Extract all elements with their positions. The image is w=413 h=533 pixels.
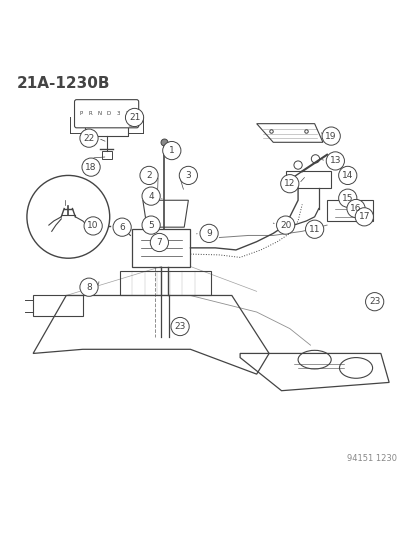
Circle shape: [27, 175, 109, 258]
Circle shape: [325, 152, 344, 170]
Circle shape: [125, 108, 143, 126]
Text: 14: 14: [341, 171, 353, 180]
Text: 16: 16: [349, 204, 361, 213]
Text: 20: 20: [279, 221, 291, 230]
Circle shape: [142, 216, 160, 234]
Text: P: P: [80, 111, 83, 116]
Circle shape: [280, 175, 298, 193]
Circle shape: [321, 127, 339, 145]
Text: 18: 18: [85, 163, 97, 172]
Text: 10: 10: [87, 221, 99, 230]
Circle shape: [199, 224, 218, 243]
Circle shape: [338, 189, 356, 207]
Circle shape: [113, 218, 131, 236]
Circle shape: [365, 293, 383, 311]
Circle shape: [162, 141, 180, 160]
Circle shape: [354, 208, 373, 226]
Circle shape: [80, 278, 98, 296]
Circle shape: [80, 129, 98, 147]
Text: 3: 3: [185, 171, 191, 180]
Circle shape: [276, 216, 294, 234]
Text: 23: 23: [368, 297, 380, 306]
Circle shape: [179, 166, 197, 184]
Text: 2: 2: [125, 111, 128, 116]
Text: D: D: [107, 111, 111, 116]
Text: 21A-1230B: 21A-1230B: [17, 76, 110, 91]
Text: 21: 21: [128, 113, 140, 122]
Text: N: N: [97, 111, 102, 116]
Circle shape: [142, 187, 160, 205]
Text: 94151 1230: 94151 1230: [347, 454, 396, 463]
Circle shape: [305, 220, 323, 238]
Text: 9: 9: [206, 229, 211, 238]
Circle shape: [150, 233, 168, 252]
Text: 19: 19: [325, 132, 336, 141]
Text: 17: 17: [358, 212, 369, 221]
Circle shape: [84, 217, 102, 235]
Text: 6: 6: [119, 223, 125, 232]
Text: 8: 8: [86, 282, 92, 292]
Text: 23: 23: [174, 322, 185, 331]
Circle shape: [171, 318, 189, 336]
Text: 22: 22: [83, 134, 95, 143]
Text: 15: 15: [341, 193, 353, 203]
Text: 12: 12: [283, 179, 295, 188]
Text: 1: 1: [169, 146, 174, 155]
Circle shape: [82, 158, 100, 176]
Text: 5: 5: [148, 221, 154, 230]
Text: 2: 2: [146, 171, 152, 180]
Circle shape: [346, 199, 364, 217]
Text: 13: 13: [329, 156, 340, 165]
Text: 4: 4: [148, 192, 154, 200]
Text: 7: 7: [156, 238, 162, 247]
Text: 3: 3: [116, 111, 119, 116]
Text: R: R: [88, 111, 93, 116]
Circle shape: [338, 166, 356, 184]
Text: 11: 11: [308, 225, 320, 234]
Circle shape: [140, 166, 158, 184]
